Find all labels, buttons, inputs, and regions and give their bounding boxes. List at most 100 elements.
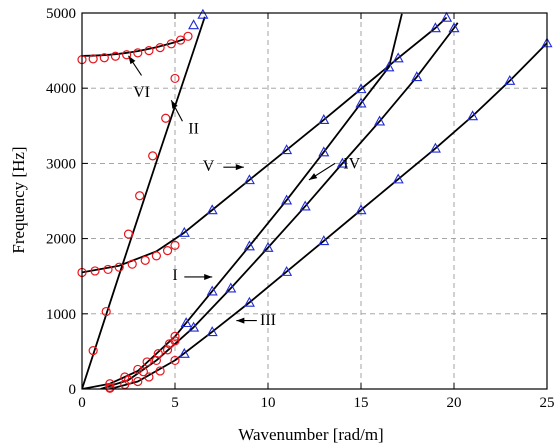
annotation-label: VI <box>133 84 150 101</box>
x-tick-label: 25 <box>540 395 555 411</box>
triangle-marker <box>383 61 395 72</box>
triangle-marker <box>206 326 218 337</box>
circle-marker <box>144 372 154 382</box>
triangle-marker <box>374 115 386 126</box>
circle-marker <box>88 346 98 356</box>
series-line-5 <box>100 22 459 389</box>
circle-marker <box>142 357 152 367</box>
triangle-marker <box>392 173 404 184</box>
annotation-arrowhead <box>204 273 213 280</box>
grid-lines <box>82 13 547 389</box>
plot-frame <box>81 12 548 390</box>
circle-marker <box>170 336 180 346</box>
axis-ticks: 0 5 10 15 20 25 0 1000 2000 3000 4000 5000 <box>46 6 555 411</box>
triangle-marker <box>281 194 293 205</box>
circle-marker <box>170 355 180 366</box>
triangle-marker <box>206 285 218 296</box>
annotation-arrowhead <box>128 55 136 65</box>
circle-marker <box>101 306 111 317</box>
circle-marker <box>123 229 134 239</box>
circle-marker <box>133 376 143 387</box>
y-tick-label: 4000 <box>46 81 76 97</box>
annotation-arrowhead <box>308 173 318 180</box>
circle-marker <box>170 240 180 250</box>
circle-marker <box>99 53 109 63</box>
circle-marker <box>183 31 193 41</box>
annotation-label: IV <box>343 156 360 173</box>
series-line-6 <box>109 42 547 389</box>
annotation-label: II <box>188 120 199 137</box>
circle-marker <box>140 255 150 266</box>
annotation-label: V <box>203 158 215 175</box>
triangle-marker <box>206 204 218 215</box>
series-line-4 <box>82 13 403 389</box>
triangle-marker <box>318 114 330 125</box>
circle-marker <box>162 345 173 355</box>
annotation-label: I <box>172 267 177 284</box>
circle-marker <box>127 259 137 269</box>
annotation-arrowhead <box>235 164 244 171</box>
triangle-marker <box>355 83 367 94</box>
triangle-marker <box>318 146 330 157</box>
triangle-marker <box>178 347 190 358</box>
series-line-2 <box>82 16 206 389</box>
annotation-arrowhead <box>171 100 178 109</box>
y-tick-label: 0 <box>69 382 77 398</box>
series-line-3 <box>82 16 448 274</box>
triangle-marker <box>281 265 293 276</box>
circle-marker <box>175 35 186 45</box>
circle-marker <box>144 45 154 56</box>
circle-marker <box>153 349 163 359</box>
triangle-marker <box>225 282 237 293</box>
circle-marker <box>166 39 176 49</box>
circle-marker <box>133 364 143 375</box>
x-tick-label: 20 <box>447 395 462 411</box>
triangle-marker <box>411 71 423 82</box>
triangle-marker <box>336 157 348 168</box>
circle-marker <box>162 246 173 256</box>
circle-marker <box>105 379 115 389</box>
circle-marker <box>138 367 148 377</box>
triangle-marker <box>178 226 190 237</box>
triangle-marker <box>299 200 311 211</box>
triangle-marker <box>448 22 460 33</box>
circle-marker <box>151 251 161 261</box>
annotation-label: III <box>260 312 276 329</box>
annotation-arrowhead <box>236 317 245 324</box>
y-tick-label: 5000 <box>46 6 76 22</box>
triangle-marker <box>243 174 255 185</box>
y-tick-label: 1000 <box>46 307 76 323</box>
circle-marker <box>155 42 165 53</box>
triangle-marker <box>281 144 293 155</box>
triangle-marker <box>467 110 479 121</box>
triangle-marker <box>262 241 274 252</box>
circle-marker <box>161 113 171 123</box>
x-tick-label: 10 <box>261 395 276 411</box>
circle-marker <box>133 48 143 58</box>
circle-marker <box>110 51 121 61</box>
triangle-marker <box>180 317 192 328</box>
triangle-marker <box>429 142 441 153</box>
triangle-marker <box>318 235 330 246</box>
x-tick-label: 0 <box>78 395 86 411</box>
triangle-marker <box>392 52 404 63</box>
x-tick-label: 15 <box>354 395 369 411</box>
circle-marker <box>151 355 161 366</box>
circle-marker <box>88 54 98 64</box>
triangle-marker <box>429 22 441 33</box>
triangle-marker <box>243 240 255 251</box>
circle-marker <box>148 151 158 161</box>
series-markers <box>77 8 553 393</box>
series-curves <box>82 13 547 389</box>
triangle-marker <box>188 19 200 30</box>
triangle-marker <box>441 11 453 22</box>
circle-marker <box>90 266 100 276</box>
y-axis-title: Frequency [Hz] <box>9 146 28 253</box>
circle-marker <box>135 191 145 201</box>
triangle-marker <box>355 97 367 108</box>
triangle-marker <box>355 204 367 215</box>
circle-marker <box>114 262 124 272</box>
y-tick-label: 3000 <box>46 156 76 172</box>
